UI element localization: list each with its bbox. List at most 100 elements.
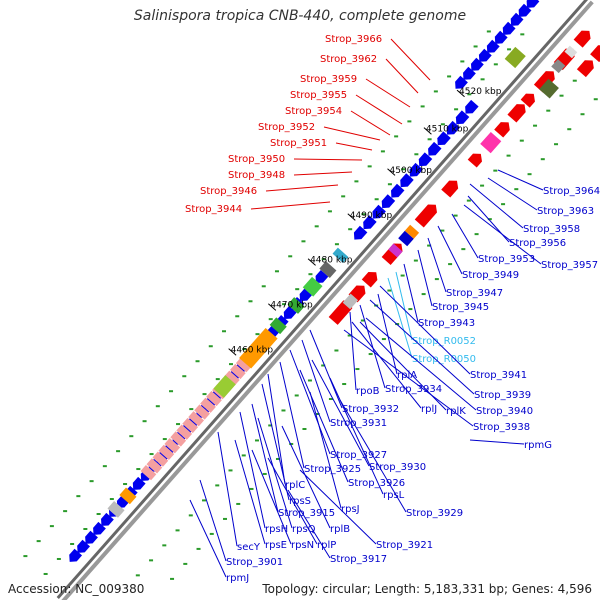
track-dot [209, 532, 214, 535]
track-dot [380, 150, 385, 153]
red-label-leader [250, 201, 331, 210]
gene-feature [119, 487, 137, 505]
track-dot [427, 244, 432, 247]
track-dot [580, 113, 585, 116]
kbp-tick-label: 4490 kbp [350, 211, 393, 221]
blue-gene-label: Strop_3925 [304, 464, 361, 475]
track-dot [354, 180, 359, 183]
red-gene-labels: Strop_3966 Strop_3962 Strop_3959 Strop_3955… [185, 34, 431, 215]
gene-feature [409, 162, 423, 177]
blue-gene-label: Strop_3953 [478, 254, 535, 265]
blue-label-leader [279, 361, 305, 469]
track-dot [387, 183, 392, 186]
track-dot [334, 349, 339, 352]
gene-feature [85, 530, 98, 544]
track-dot [413, 259, 418, 262]
gene-feature [502, 21, 516, 35]
blue-label-leader [309, 329, 343, 409]
gene-feature [428, 141, 442, 156]
gene-feature [101, 512, 114, 526]
track-dot [367, 165, 372, 168]
gene-feature [235, 357, 252, 373]
track-dot [307, 379, 312, 382]
blue-label-leader [387, 277, 413, 359]
track-dot [136, 468, 141, 471]
gene-feature [328, 300, 353, 325]
gene-feature [170, 431, 187, 447]
gene-feature [390, 183, 405, 198]
track-dot [368, 353, 373, 356]
blue-gene-label: rplA [397, 370, 417, 381]
blue-label-leader [234, 439, 266, 545]
track-dot [236, 502, 241, 505]
blue-label-leader [427, 237, 447, 293]
track-dot [520, 33, 525, 36]
red-label-leader [323, 126, 381, 141]
track-dot [308, 273, 313, 276]
track-dot [434, 278, 439, 281]
track-dot [142, 420, 147, 423]
red-label-leader [365, 78, 411, 108]
track-dot [546, 109, 551, 112]
red-gene-label: Strop_3955 [290, 90, 347, 101]
blue-label-leader [497, 169, 544, 191]
track-dot [261, 285, 266, 288]
track-dot [493, 63, 498, 66]
backbone-line-outer [61, 0, 594, 600]
track-dot [480, 184, 485, 187]
blue-gene-label: rplK [446, 406, 466, 417]
blue-label-leader [451, 213, 479, 259]
blue-label-leader [351, 321, 422, 409]
gene-feature [194, 404, 210, 420]
blue-gene-label: rplJ [421, 404, 437, 415]
gene-feature [480, 131, 502, 154]
blue-label-leader [309, 391, 342, 509]
gene-feature [146, 458, 163, 474]
gene-feature [494, 122, 510, 138]
track-dot [102, 465, 107, 468]
gene-feature [239, 327, 278, 369]
kbp-tick-mark [456, 89, 465, 98]
blue-label-leader [311, 359, 370, 467]
gene-feature [229, 363, 246, 380]
red-label-leader [293, 158, 363, 161]
gene-feature [526, 0, 540, 8]
track-dot [255, 333, 260, 336]
gene-feature [465, 99, 479, 114]
track-dot [414, 153, 419, 156]
track-dot [461, 248, 466, 251]
backbone-line-inner [56, 0, 588, 600]
dotted-tracks [23, 30, 598, 580]
track-dot [486, 30, 491, 33]
map-title: Salinispora tropica CNB-440, complete ge… [133, 8, 467, 24]
track-dot [460, 60, 465, 63]
track-dot [56, 557, 61, 560]
track-dot [162, 438, 167, 441]
track-dot [183, 562, 188, 565]
track-dot [540, 158, 545, 161]
track-dot [387, 289, 392, 292]
track-dot [275, 457, 280, 460]
gene-feature [486, 39, 500, 53]
track-dot [448, 263, 453, 266]
track-dot [268, 318, 273, 321]
blue-label-leader [469, 183, 524, 229]
track-dot [507, 48, 512, 51]
gene-feature [539, 78, 559, 99]
gene-feature [576, 60, 594, 78]
track-dot [407, 120, 412, 123]
track-dot [281, 303, 286, 306]
track-dot [228, 469, 233, 472]
gene-feature [152, 451, 169, 467]
gene-feature [494, 30, 508, 44]
kbp-tick-label: 4460 kbp [231, 346, 274, 356]
gene-feature [404, 224, 420, 239]
blue-label-leader [359, 304, 386, 389]
blue-gene-label: Strop_3931 [330, 418, 387, 429]
red-gene-label: Strop_3952 [258, 122, 315, 133]
gene-feature [140, 465, 157, 481]
track-dot [315, 413, 320, 416]
track-dot [123, 483, 128, 486]
track-dot [347, 334, 352, 337]
blue-gene-label: Strop_3943 [418, 318, 475, 329]
